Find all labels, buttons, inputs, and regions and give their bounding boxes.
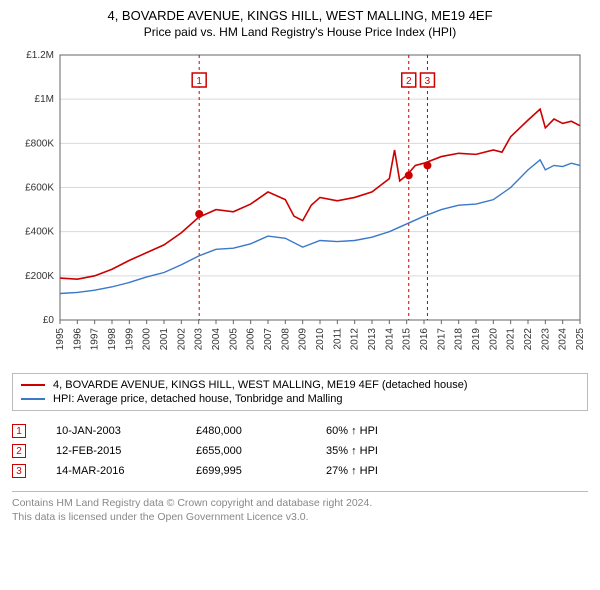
chart-title: 4, BOVARDE AVENUE, KINGS HILL, WEST MALL… xyxy=(12,8,588,23)
attribution-line1: Contains HM Land Registry data © Crown c… xyxy=(12,496,588,510)
svg-text:2014: 2014 xyxy=(384,328,395,351)
sale-price: £480,000 xyxy=(196,425,296,437)
legend-label: HPI: Average price, detached house, Tonb… xyxy=(53,393,342,405)
sale-delta: 35% ↑ HPI xyxy=(326,445,378,457)
svg-text:1: 1 xyxy=(196,76,202,87)
sale-date: 12-FEB-2015 xyxy=(56,445,166,457)
sale-price: £699,995 xyxy=(196,465,296,477)
svg-text:2004: 2004 xyxy=(211,328,222,351)
sales-table: 1 10-JAN-2003 £480,000 60% ↑ HPI 2 12-FEB-201… xyxy=(12,421,588,481)
legend-row: HPI: Average price, detached house, Tonb… xyxy=(21,392,579,406)
svg-text:2009: 2009 xyxy=(298,328,309,351)
svg-text:2005: 2005 xyxy=(228,328,239,351)
attribution-text: Contains HM Land Registry data © Crown c… xyxy=(12,491,588,524)
legend-box: 4, BOVARDE AVENUE, KINGS HILL, WEST MALL… xyxy=(12,373,588,411)
sale-row: 2 12-FEB-2015 £655,000 35% ↑ HPI xyxy=(12,441,588,461)
svg-text:2018: 2018 xyxy=(454,328,465,351)
svg-text:2024: 2024 xyxy=(558,328,569,351)
legend-row: 4, BOVARDE AVENUE, KINGS HILL, WEST MALL… xyxy=(21,378,579,392)
svg-text:2001: 2001 xyxy=(159,328,170,351)
sale-marker-icon: 2 xyxy=(12,444,26,458)
svg-text:2012: 2012 xyxy=(350,328,361,351)
svg-text:2016: 2016 xyxy=(419,328,430,351)
svg-text:2: 2 xyxy=(406,76,412,87)
svg-text:3: 3 xyxy=(425,76,431,87)
svg-text:£600K: £600K xyxy=(25,183,54,194)
sale-date: 10-JAN-2003 xyxy=(56,425,166,437)
svg-text:2000: 2000 xyxy=(142,328,153,351)
svg-text:2025: 2025 xyxy=(575,328,586,351)
sale-marker-icon: 1 xyxy=(12,424,26,438)
attribution-line2: This data is licensed under the Open Gov… xyxy=(12,510,588,524)
svg-text:£1M: £1M xyxy=(35,94,54,105)
svg-text:£0: £0 xyxy=(43,315,55,326)
sale-row: 1 10-JAN-2003 £480,000 60% ↑ HPI xyxy=(12,421,588,441)
sale-marker-icon: 3 xyxy=(12,464,26,478)
svg-text:2023: 2023 xyxy=(540,328,551,351)
svg-text:£1.2M: £1.2M xyxy=(26,50,54,61)
svg-text:£200K: £200K xyxy=(25,271,54,282)
svg-text:2002: 2002 xyxy=(176,328,187,351)
svg-text:2003: 2003 xyxy=(194,328,205,351)
svg-text:2020: 2020 xyxy=(488,328,499,351)
svg-text:2011: 2011 xyxy=(332,328,343,350)
legend-swatch xyxy=(21,384,45,386)
svg-text:2019: 2019 xyxy=(471,328,482,351)
svg-text:2017: 2017 xyxy=(436,328,447,351)
svg-text:2015: 2015 xyxy=(402,328,413,351)
svg-text:1996: 1996 xyxy=(72,328,83,351)
svg-text:£800K: £800K xyxy=(25,138,54,149)
svg-text:2008: 2008 xyxy=(280,328,291,351)
svg-text:1998: 1998 xyxy=(107,328,118,351)
svg-text:2013: 2013 xyxy=(367,328,378,351)
chart-plot: £0 £200K £400K £600K £800K £1M £1.2M 1995 1996 19… xyxy=(12,45,588,365)
svg-text:2021: 2021 xyxy=(506,328,517,351)
svg-text:1997: 1997 xyxy=(90,328,101,351)
legend-label: 4, BOVARDE AVENUE, KINGS HILL, WEST MALL… xyxy=(53,379,468,391)
svg-text:1999: 1999 xyxy=(124,328,135,351)
sale-row: 3 14-MAR-2016 £699,995 27% ↑ HPI xyxy=(12,461,588,481)
sale-delta: 60% ↑ HPI xyxy=(326,425,378,437)
sale-delta: 27% ↑ HPI xyxy=(326,465,378,477)
svg-text:2010: 2010 xyxy=(315,328,326,351)
legend-swatch xyxy=(21,398,45,400)
line-chart-svg: £0 £200K £400K £600K £800K £1M £1.2M 1995 1996 19… xyxy=(12,45,588,365)
svg-text:2007: 2007 xyxy=(263,328,274,351)
svg-text:2022: 2022 xyxy=(523,328,534,351)
sale-price: £655,000 xyxy=(196,445,296,457)
sale-date: 14-MAR-2016 xyxy=(56,465,166,477)
svg-text:£400K: £400K xyxy=(25,227,54,238)
chart-subtitle: Price paid vs. HM Land Registry's House … xyxy=(12,25,588,39)
svg-text:1995: 1995 xyxy=(55,328,66,351)
svg-text:2006: 2006 xyxy=(246,328,257,351)
chart-container: 4, BOVARDE AVENUE, KINGS HILL, WEST MALL… xyxy=(0,0,600,532)
